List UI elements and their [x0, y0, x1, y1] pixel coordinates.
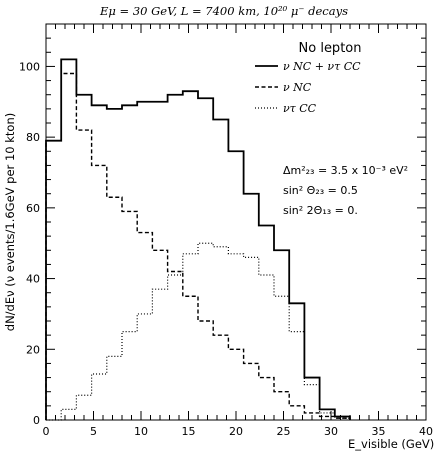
legend-label-1: ν NC + ντ CC [283, 60, 361, 73]
x-axis-label: E_visible (GeV) [348, 437, 434, 451]
x-tick-label: 0 [43, 425, 50, 438]
x-tick-label: 15 [182, 425, 196, 438]
plot-frame [45, 23, 427, 421]
x-tick-label: 30 [324, 425, 338, 438]
y-tick-label: 60 [26, 202, 40, 215]
x-tick-label: 35 [372, 425, 386, 438]
x-axis: 0 5 10 15 20 25 30 35 40 [43, 24, 433, 438]
chart-title: Eμ = 30 GeV, L = 7400 km, 10²⁰ μ⁻ decays [99, 4, 348, 18]
legend-title: No lepton [299, 41, 362, 56]
y-axis: 0 20 40 60 80 100 [19, 23, 426, 427]
x-tick-label: 10 [134, 425, 148, 438]
x-tick-label: 20 [229, 425, 243, 438]
x-tick-label: 25 [277, 425, 291, 438]
y-tick-label: 40 [26, 273, 40, 286]
legend-label-2: ν NC [283, 81, 312, 94]
x-tick-label: 5 [90, 425, 97, 438]
legend: ν NC + ντ CC ν NC ντ CC [255, 60, 361, 115]
plot-area [45, 23, 427, 421]
series-group [45, 58, 351, 421]
series-line-1 [45, 58, 351, 420]
series-line-2 [45, 72, 351, 420]
annotation-dm23: Δm²₂₃ = 3.5 x 10⁻³ eV² [283, 164, 408, 177]
y-tick-label: 80 [26, 131, 40, 144]
y-tick-label: 100 [19, 60, 40, 73]
y-axis-label: dN/dEν (ν events/1.6GeV per 10 kton) [3, 113, 17, 331]
y-tick-label: 20 [26, 343, 40, 356]
annotation-sin23: sin² Θ₂₃ = 0.5 [283, 184, 358, 197]
y-tick-label: 0 [33, 414, 40, 427]
legend-label-3: ντ CC [283, 102, 317, 115]
annotation-sin13: sin² 2Θ₁₃ = 0. [283, 204, 358, 217]
x-tick-label: 40 [419, 425, 433, 438]
